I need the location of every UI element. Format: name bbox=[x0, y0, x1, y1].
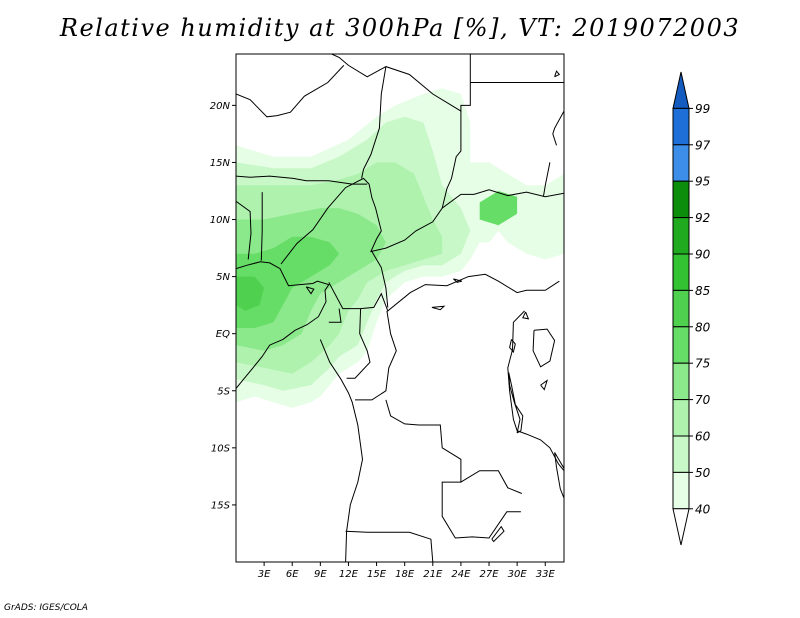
grads-credit: GrADS: IGES/COLA bbox=[4, 603, 88, 613]
border-line bbox=[542, 162, 551, 197]
lake-outline bbox=[453, 278, 463, 283]
lon-tick-label: 33E bbox=[536, 569, 556, 580]
colorbar-bin bbox=[672, 399, 690, 437]
lake-outline bbox=[491, 525, 505, 543]
lake-outline bbox=[508, 372, 524, 434]
border-line bbox=[355, 310, 397, 401]
humidity-shading bbox=[236, 88, 564, 408]
colorbar-label: 85 bbox=[695, 284, 710, 298]
lon-tick-label: 18E bbox=[395, 569, 415, 580]
lake-outline bbox=[522, 311, 530, 320]
border-line bbox=[236, 65, 345, 118]
border-line bbox=[346, 308, 371, 379]
lat-tick-label: EQ bbox=[216, 329, 230, 340]
lake-outline bbox=[532, 328, 556, 368]
lon-tick-label: 15E bbox=[367, 569, 387, 580]
border-line bbox=[361, 66, 387, 179]
border-line bbox=[460, 470, 522, 494]
lake-outline bbox=[431, 305, 446, 311]
lake-outline bbox=[540, 379, 549, 391]
border-line bbox=[328, 273, 560, 312]
colorbar-label: 75 bbox=[695, 357, 710, 371]
border-line bbox=[552, 110, 564, 146]
colorbar-bottom-triangle bbox=[672, 508, 690, 546]
lon-tick-label: 12E bbox=[339, 569, 359, 580]
border-line bbox=[507, 310, 564, 472]
humidity-region-80 bbox=[479, 191, 518, 226]
border-line bbox=[236, 200, 252, 260]
border-line bbox=[345, 530, 434, 562]
border-line bbox=[385, 399, 521, 539]
colorbar-label: 60 bbox=[695, 430, 711, 444]
longitude-axis: 3E 6E 9E 12E 15E 18E 21E 24E 27E 30E 33E bbox=[258, 562, 556, 580]
border-line bbox=[319, 339, 364, 562]
page-title: Relative humidity at 300hPa [%], VT: 201… bbox=[59, 14, 741, 42]
colorbar-label: 92 bbox=[695, 211, 710, 225]
colorbar-top-triangle bbox=[672, 71, 690, 109]
colorbar-label: 95 bbox=[695, 175, 710, 189]
colorbar-label: 80 bbox=[695, 320, 711, 334]
colorbar-bin bbox=[672, 144, 690, 182]
colorbar-label: 99 bbox=[695, 102, 710, 116]
colorbar: 40 50 60 70 75 80 85 90 92 95 97 99 bbox=[672, 71, 711, 546]
lon-tick-label: 3E bbox=[258, 569, 271, 580]
lat-tick-label: 5S bbox=[217, 386, 230, 397]
colorbar-label: 40 bbox=[695, 502, 711, 516]
country-borders bbox=[236, 54, 564, 562]
colorbar-label: 50 bbox=[695, 466, 711, 480]
colorbar-label: 70 bbox=[695, 393, 711, 407]
border-line bbox=[236, 261, 330, 389]
lake-outline bbox=[554, 70, 561, 78]
border-line bbox=[441, 111, 462, 209]
colorbar-bin bbox=[672, 253, 690, 291]
lat-tick-label: 15N bbox=[210, 158, 231, 169]
colorbar-bin bbox=[672, 326, 690, 364]
lon-tick-label: 9E bbox=[314, 569, 327, 580]
lat-tick-label: 10N bbox=[210, 215, 231, 226]
border-line bbox=[368, 183, 564, 253]
border-line bbox=[331, 54, 471, 112]
lat-tick-label: 15S bbox=[211, 500, 231, 511]
lat-tick-label: 5N bbox=[216, 272, 230, 283]
colorbar-bin bbox=[672, 217, 690, 255]
lon-tick-label: 21E bbox=[423, 569, 443, 580]
border-line bbox=[260, 192, 263, 261]
lat-tick-label: 20N bbox=[210, 101, 231, 112]
colorbar-bin bbox=[672, 180, 690, 219]
lon-tick-label: 24E bbox=[451, 569, 471, 580]
colorbar-bin bbox=[672, 107, 690, 146]
colorbar-bin bbox=[672, 435, 690, 473]
colorbar-bin bbox=[672, 471, 690, 510]
lon-tick-label: 30E bbox=[508, 569, 528, 580]
latitude-axis: 20N 15N 10N 5N EQ 5S 10S 15S bbox=[210, 101, 236, 511]
colorbar-label: 90 bbox=[695, 248, 711, 262]
lat-tick-label: 10S bbox=[211, 443, 231, 454]
lake-outline bbox=[509, 339, 516, 354]
colorbar-bin bbox=[672, 289, 690, 328]
lake-outline bbox=[554, 452, 564, 499]
colorbar-label: 97 bbox=[695, 138, 711, 152]
humidity-region-85 bbox=[236, 276, 265, 311]
border-line bbox=[236, 175, 368, 185]
border-line bbox=[371, 251, 389, 308]
map-frame bbox=[235, 53, 565, 563]
border-line bbox=[328, 308, 342, 323]
lake-outline bbox=[305, 286, 315, 295]
lon-tick-label: 6E bbox=[286, 569, 299, 580]
lon-tick-label: 27E bbox=[480, 569, 500, 580]
border-line bbox=[280, 177, 370, 265]
colorbar-bin bbox=[672, 362, 690, 401]
